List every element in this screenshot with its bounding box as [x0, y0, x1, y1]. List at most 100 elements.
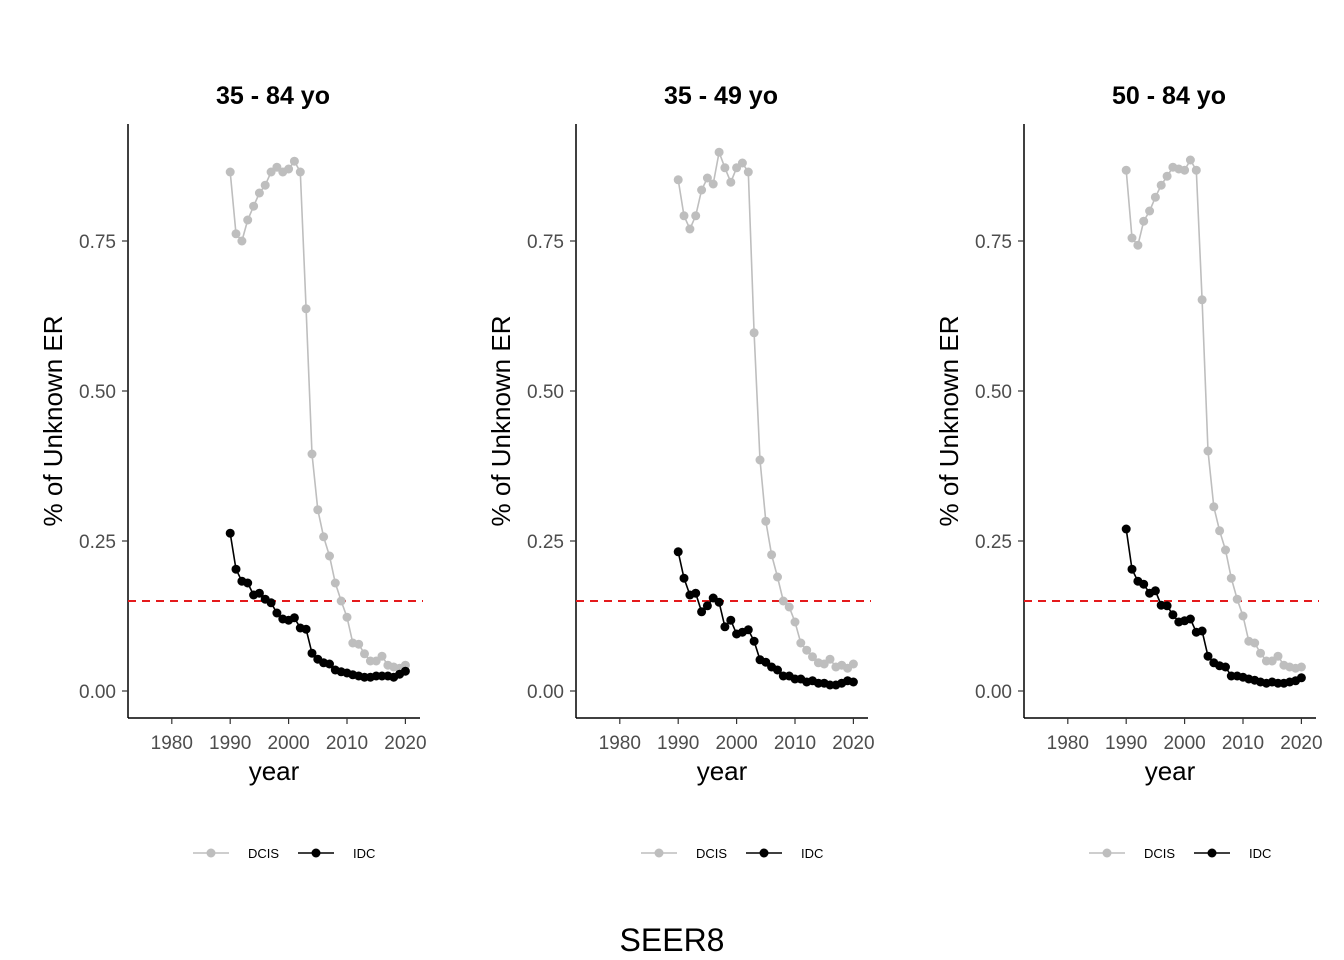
panel-3: 50 - 84 yo 0.00 0.25 0.50 0.75 1980 1990 2000 20…	[934, 82, 1323, 861]
dcis-point	[231, 229, 241, 239]
idc-point	[301, 624, 311, 634]
dcis-point	[1127, 233, 1137, 243]
panel-2: 35 - 49 yo 0.00 0.25 0.50 0.75 1980 1990 2000 20…	[486, 82, 875, 861]
legend: DCIS IDC	[193, 846, 375, 861]
dcis-point	[708, 179, 718, 189]
idc-point	[679, 573, 689, 583]
dcis-point	[679, 211, 689, 221]
dcis-point	[743, 167, 753, 177]
idc-point	[400, 666, 410, 676]
dcis-point	[1150, 192, 1160, 202]
dcis-point	[796, 638, 806, 648]
y-axis-title: % of Unknown ER	[38, 316, 68, 527]
y-tick-label: 0.25	[79, 532, 116, 553]
x-tick-label: 1990	[657, 733, 699, 754]
y-tick-label: 0.50	[975, 382, 1012, 403]
x-axis-title: year	[249, 756, 300, 786]
x-tick-label: 1990	[1105, 733, 1147, 754]
legend-label-dcis: DCIS	[696, 846, 727, 861]
y-tick-label: 0.25	[975, 532, 1012, 553]
dcis-point	[1273, 651, 1283, 661]
idc-point	[1121, 524, 1131, 534]
x-tick-label: 2020	[384, 733, 426, 754]
y-tick-label: 0.00	[975, 682, 1012, 703]
panel-title: 35 - 84 yo	[216, 82, 330, 110]
idc-point	[749, 636, 759, 646]
dcis-point	[354, 639, 364, 649]
dcis-point	[295, 167, 305, 177]
idc-point	[1168, 610, 1178, 620]
y-tick-label: 0.50	[79, 382, 116, 403]
dcis-point	[1145, 206, 1155, 216]
idc-point	[697, 607, 707, 617]
dcis-point	[313, 505, 323, 515]
dcis-point	[289, 156, 299, 166]
x-tick-label: 2020	[1280, 733, 1322, 754]
dcis-point	[225, 167, 235, 177]
dcis-point	[720, 163, 730, 173]
figure-caption: SEER8	[620, 922, 725, 958]
dcis-point	[1296, 662, 1306, 672]
dcis-point	[319, 532, 329, 542]
dcis-point	[749, 328, 759, 338]
dcis-point	[336, 596, 346, 606]
idc-point	[1127, 564, 1137, 574]
legend-label-idc: IDC	[801, 846, 823, 861]
dcis-point	[237, 236, 247, 246]
dcis-point	[778, 596, 788, 606]
idc-point	[1203, 651, 1213, 661]
dcis-point	[784, 602, 794, 612]
dcis-point	[767, 550, 777, 560]
legend-marker-dcis	[654, 848, 664, 858]
dcis-point	[1221, 545, 1230, 555]
dcis-point	[307, 449, 317, 459]
idc-point	[307, 648, 317, 658]
dcis-point	[1226, 573, 1236, 583]
legend: DCIS IDC	[641, 846, 823, 861]
x-tick-label: 2020	[832, 733, 874, 754]
x-tick-label: 1980	[151, 733, 193, 754]
idc-point	[1150, 586, 1160, 596]
dcis-point	[243, 215, 253, 225]
idc-point	[289, 613, 299, 623]
panel-title: 50 - 84 yo	[1112, 82, 1226, 110]
dcis-point	[761, 516, 771, 526]
idc-point	[1162, 601, 1172, 611]
dcis-point	[691, 211, 701, 221]
idc-point	[254, 588, 264, 598]
dcis-point	[1121, 165, 1131, 175]
idc-point	[743, 625, 753, 635]
dcis-point	[360, 649, 369, 659]
legend-label-idc: IDC	[1249, 846, 1271, 861]
dcis-point	[755, 455, 765, 465]
dcis-point	[1209, 502, 1219, 512]
dcis-point	[726, 177, 736, 187]
idc-point	[1221, 662, 1230, 672]
idc-point	[1185, 614, 1195, 624]
y-tick-label: 0.00	[79, 682, 116, 703]
dcis-point	[330, 578, 340, 588]
dcis-point	[249, 201, 259, 211]
dcis-point	[1232, 594, 1242, 604]
legend-marker-dcis	[1102, 848, 1112, 858]
panel-1: 35 - 84 yo 0.00 0.25 0.50 0.75 1980 1990 2000 20…	[38, 82, 427, 861]
dcis-point	[1215, 526, 1225, 536]
dcis-point	[342, 612, 352, 622]
dcis-point	[301, 304, 311, 314]
idc-point	[325, 659, 334, 669]
dcis-point	[697, 185, 707, 195]
y-tick-label: 0.25	[527, 532, 564, 553]
dcis-line	[677, 149, 854, 670]
dcis-point	[1256, 648, 1265, 658]
dcis-point	[260, 180, 270, 190]
x-axis-title: year	[697, 756, 748, 786]
y-tick-label: 0.75	[79, 232, 116, 253]
idc-point	[266, 598, 276, 608]
idc-point	[1139, 579, 1149, 589]
dcis-point	[773, 572, 782, 582]
dcis-point	[1156, 180, 1166, 190]
legend-marker-idc	[311, 848, 321, 858]
idc-point	[231, 564, 241, 574]
idc-point	[726, 615, 736, 625]
dcis-point	[1191, 165, 1201, 175]
